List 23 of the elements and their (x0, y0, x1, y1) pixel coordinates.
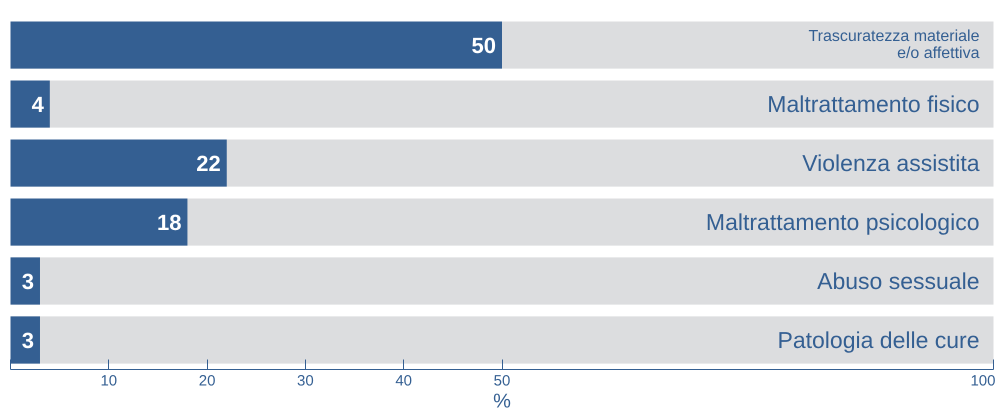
bar (10, 80, 50, 128)
bar (10, 257, 40, 305)
data-label: 50 (472, 33, 496, 58)
y-tick-label: Maltrattamento psicologico (706, 209, 980, 236)
x-tick-label: 20 (198, 372, 216, 390)
y-tick-label: Violenza assistita (802, 150, 980, 176)
x-tick-label: 100 (970, 372, 995, 390)
x-tick-label: 10 (100, 372, 118, 390)
bar (10, 139, 227, 187)
data-label: 3 (22, 328, 34, 354)
data-label: 18 (156, 210, 182, 236)
y-tick-label: Maltrattamento fisico (767, 91, 980, 118)
x-tick-label: 50 (494, 372, 510, 390)
y-tick-label: Trascuratezza materiale e/o affettiva (808, 28, 980, 62)
data-label: 4 (32, 92, 45, 118)
y-tick-label: Abuso sessuale (817, 268, 980, 294)
data-label: 22 (196, 151, 221, 176)
x-axis-title: % (493, 390, 512, 412)
data-label: 3 (22, 269, 34, 294)
x-tick-label: 40 (395, 372, 412, 390)
x-tick-label: 30 (297, 372, 314, 390)
y-tick-label: Patologia delle cure (777, 327, 980, 354)
bar (10, 198, 188, 246)
